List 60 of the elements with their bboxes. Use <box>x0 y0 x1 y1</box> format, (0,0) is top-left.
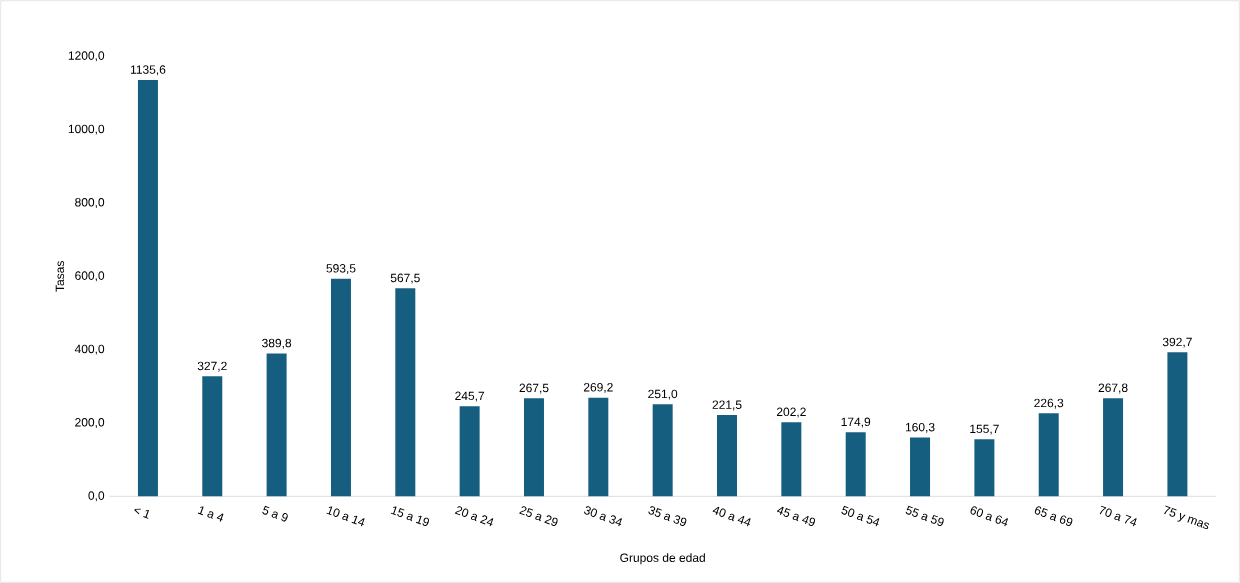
bar <box>781 422 802 497</box>
x-tick-label: 15 a 19 <box>390 506 429 526</box>
data-label: 389,8 <box>262 338 292 349</box>
data-label: 226,3 <box>1034 398 1064 409</box>
bar <box>395 288 416 497</box>
bar <box>1103 398 1124 497</box>
bar <box>845 432 866 497</box>
x-tick-label: 60 a 64 <box>970 506 1009 527</box>
bar <box>459 406 480 497</box>
x-tick-label: 5 a 9 <box>262 505 288 522</box>
bar <box>974 439 995 497</box>
y-tick-label: 800,0 <box>75 198 105 208</box>
data-label: 160,3 <box>905 422 935 433</box>
data-label: 567,5 <box>390 273 420 284</box>
data-label: 251,0 <box>648 389 678 400</box>
data-label: 174,9 <box>841 417 871 428</box>
y-tick-label: 400,0 <box>74 344 105 355</box>
bar <box>266 353 287 497</box>
data-label: 392,7 <box>1162 337 1192 348</box>
y-tick-label: 200,0 <box>75 418 105 428</box>
bar <box>523 398 544 497</box>
bar <box>137 79 158 497</box>
x-tick-label: 40 a 44 <box>712 506 751 527</box>
x-tick-label: < 1 <box>134 508 150 519</box>
data-label: 1135,6 <box>130 65 166 76</box>
y-tick-label: 600,0 <box>75 271 105 282</box>
data-label: 593,5 <box>326 264 356 274</box>
bar <box>330 278 351 497</box>
x-tick-label: 55 a 59 <box>905 505 944 526</box>
data-label: 327,2 <box>197 361 227 372</box>
data-label: 245,7 <box>455 391 485 402</box>
x-tick-label: 65 a 69 <box>1034 506 1073 526</box>
x-tick-label: 70 a 74 <box>1099 505 1137 527</box>
x-tick-label: 30 a 34 <box>584 506 623 527</box>
data-label: 269,2 <box>583 383 613 393</box>
bar <box>717 415 738 497</box>
x-axis-title: Grupos de edad <box>620 553 705 565</box>
x-tick-label: 75 y mas <box>1164 505 1210 530</box>
bar <box>588 397 609 497</box>
bar <box>652 404 673 497</box>
data-label: 267,5 <box>519 383 549 394</box>
bar <box>1038 413 1059 497</box>
x-tick-label: 10 a 14 <box>326 506 365 527</box>
x-tick-label: 35 a 39 <box>648 506 687 526</box>
y-tick-label: 0,0 <box>88 491 105 502</box>
x-tick-label: 25 a 29 <box>519 506 558 526</box>
data-label: 202,2 <box>776 407 806 418</box>
bar <box>1167 352 1188 497</box>
x-tick-label: 1 a 4 <box>197 506 224 522</box>
y-axis-title: Tasas <box>55 261 65 292</box>
x-tick-label: 20 a 24 <box>454 506 494 527</box>
y-tick-label: 1200,0 <box>68 51 105 62</box>
data-label: 267,8 <box>1098 383 1128 394</box>
x-tick-label: 45 a 49 <box>776 506 816 526</box>
bar <box>910 437 931 497</box>
y-tick-label: 1000,0 <box>68 124 105 135</box>
data-label: 155,7 <box>970 424 999 435</box>
data-label: 221,5 <box>712 400 742 411</box>
bar <box>202 376 223 497</box>
x-tick-label: 50 a 54 <box>841 505 880 527</box>
